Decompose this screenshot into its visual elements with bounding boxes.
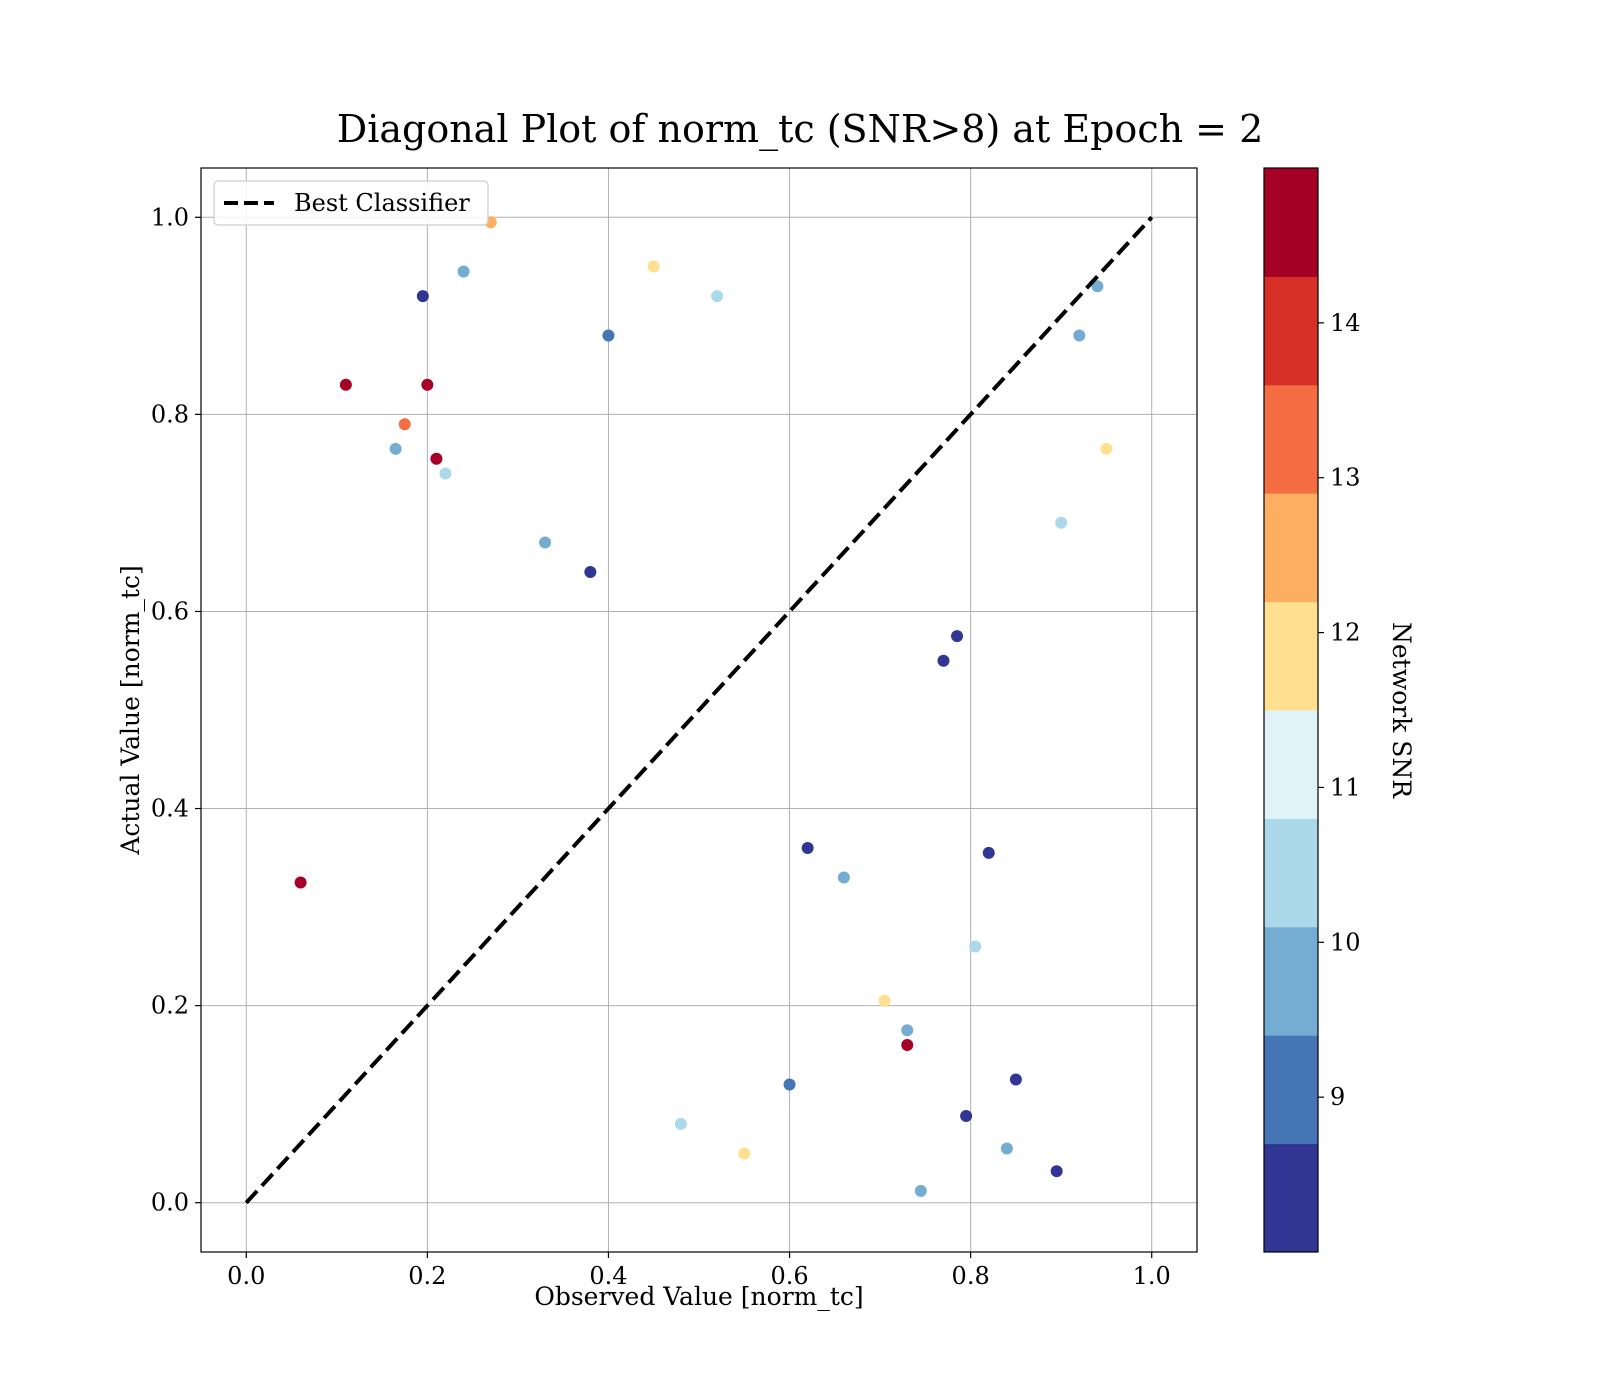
x-tick-label: 0.4 (589, 1262, 627, 1290)
y-tick-label: 0.8 (151, 400, 189, 428)
plot-area: 0.0 0.2 0.4 0.6 0.8 1.0 0.0 0.2 0.4 0.6 0.8 1.0 (151, 167, 1198, 1290)
scatter-point (901, 1024, 914, 1037)
scatter-point (914, 1184, 927, 1197)
scatter-point (430, 452, 443, 465)
scatter-point (951, 630, 964, 643)
colorbar-label: Network SNR (1387, 622, 1416, 799)
x-tick-label: 0.0 (227, 1262, 265, 1290)
y-axis-ticks: 0.0 0.2 0.4 0.6 0.8 1.0 (151, 203, 201, 1217)
scatter-point (982, 846, 995, 859)
colorbar-segment (1264, 493, 1318, 603)
scatter-point (738, 1147, 751, 1160)
scatter-point (398, 418, 411, 431)
scatter-point (1055, 516, 1068, 529)
colorbar-segment (1264, 601, 1318, 711)
scatter-point (421, 378, 434, 391)
colorbar-frame (1263, 167, 1319, 1253)
colorbar-segment (1264, 818, 1318, 928)
x-tick-label: 0.2 (408, 1262, 446, 1290)
colorbar-tick-label: 9 (1330, 1083, 1345, 1111)
scatter-point (294, 876, 307, 889)
chart-title: Diagonal Plot of norm_tc (SNR>8) at Epoc… (337, 107, 1264, 152)
best-classifier-line (244, 215, 1154, 1205)
scatter-point (711, 290, 724, 303)
scatter-point (783, 1078, 796, 1091)
colorbar-ticks: 9 10 11 12 13 14 (1318, 309, 1361, 1111)
colorbar-tick-label: 11 (1330, 773, 1361, 801)
colorbar-segment (1264, 1035, 1318, 1145)
scatter-point (1050, 1165, 1063, 1178)
legend-box (213, 180, 489, 226)
plot-frame (200, 167, 1198, 1253)
scatter-points (294, 216, 1113, 1197)
scatter-point (969, 940, 982, 953)
colorbar-tick-label: 13 (1330, 464, 1361, 492)
scatter-point (1000, 1142, 1013, 1155)
colorbar-segment (1264, 710, 1318, 819)
x-tick-label: 1.0 (1133, 1262, 1171, 1290)
colorbar-tick-label: 10 (1330, 928, 1361, 956)
colorbar-tick-label: 12 (1330, 619, 1361, 647)
scatter-point (1009, 1073, 1022, 1086)
x-axis-label: Observed Value [norm_tc] (534, 1282, 863, 1311)
scatter-point (439, 467, 452, 480)
scatter-point (801, 841, 814, 854)
scatter-point (1100, 442, 1113, 455)
y-tick-label: 0.6 (151, 597, 189, 625)
scatter-point (416, 290, 429, 303)
x-axis-ticks: 0.0 0.2 0.4 0.6 0.8 1.0 (227, 1252, 1171, 1290)
scatter-point (389, 442, 402, 455)
grid (201, 168, 1197, 1252)
colorbar-segment (1264, 168, 1318, 277)
scatter-point (602, 329, 615, 342)
colorbar-segment (1264, 1143, 1318, 1253)
scatter-point (837, 871, 850, 884)
scatter-point (937, 654, 950, 667)
legend: Best Classifier (213, 180, 489, 226)
scatter-point (674, 1117, 687, 1130)
y-tick-label: 0.0 (151, 1189, 189, 1217)
scatter-point (647, 260, 660, 273)
colorbar (1263, 167, 1319, 1253)
scatter-point (584, 566, 597, 579)
y-tick-label: 0.2 (151, 992, 189, 1020)
x-tick-label: 0.6 (770, 1262, 808, 1290)
colorbar-segment (1264, 384, 1318, 494)
colorbar-tick-label: 14 (1330, 309, 1361, 337)
y-axis-label: Actual Value [norm_tc] (116, 565, 145, 855)
scatter-point (539, 536, 552, 549)
scatter-point (1073, 329, 1086, 342)
scatter-point (960, 1110, 973, 1123)
legend-label: Best Classifier (294, 189, 470, 217)
x-tick-label: 0.8 (952, 1262, 990, 1290)
y-tick-label: 1.0 (151, 203, 189, 231)
scatter-point (878, 994, 891, 1007)
colorbar-segment (1264, 926, 1318, 1036)
colorbar-segment (1264, 276, 1318, 386)
scatter-point (1091, 280, 1104, 293)
y-tick-label: 0.4 (151, 795, 189, 823)
scatter-point (901, 1039, 914, 1052)
scatter-point (339, 378, 352, 391)
scatter-point (457, 265, 470, 278)
